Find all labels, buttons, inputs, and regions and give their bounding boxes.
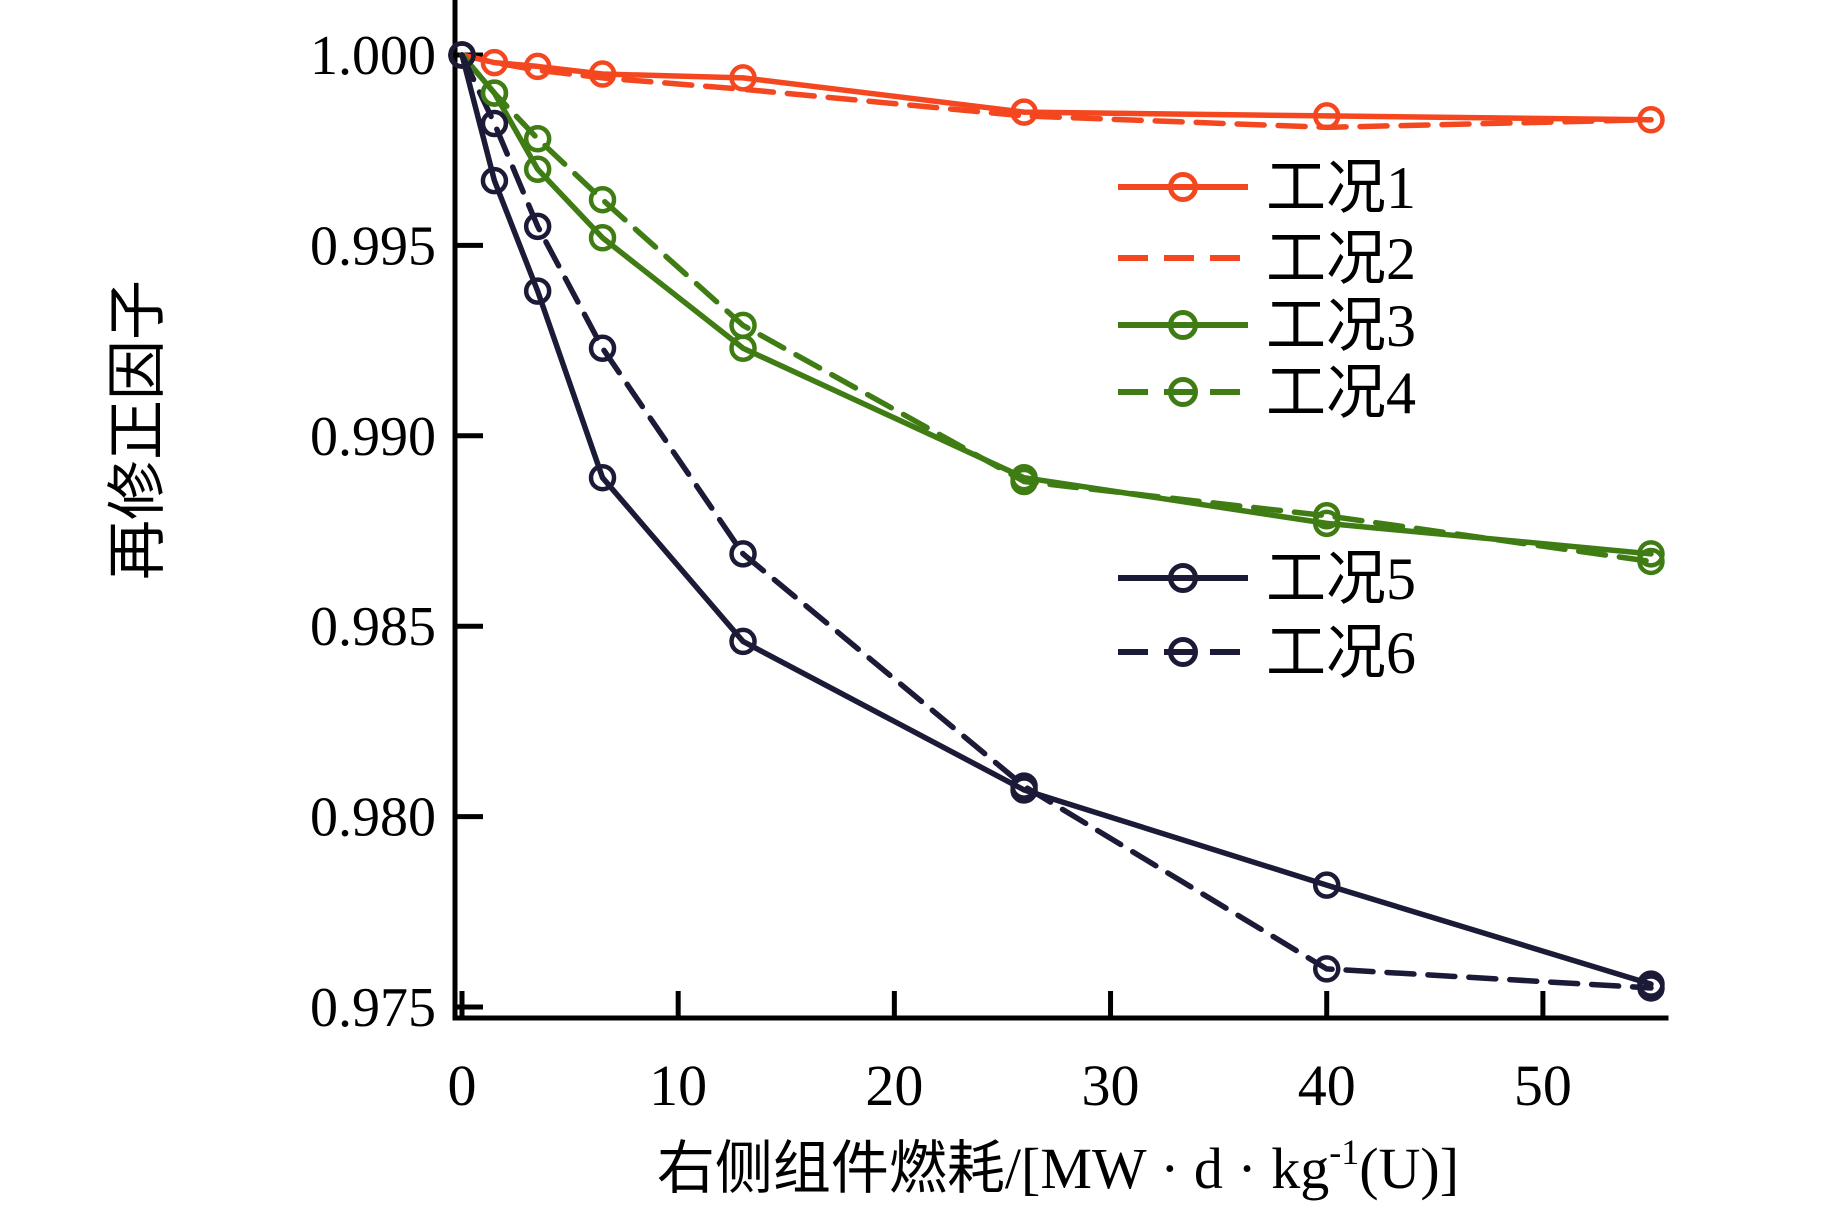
series-marker-6 <box>729 540 757 568</box>
series-marker-5 <box>729 627 757 656</box>
series-line-4 <box>459 52 1654 565</box>
y-axis-line <box>452 0 458 1020</box>
legend-label: 工况3 <box>1266 293 1416 359</box>
legend-item-4: 工况4 <box>1118 360 1416 426</box>
series-marker-3 <box>1312 509 1341 538</box>
x-tick-label: 10 <box>649 1053 707 1118</box>
series-marker-6 <box>1637 974 1665 1002</box>
x-tick-label: 50 <box>1514 1053 1572 1118</box>
series-marker-5 <box>1312 871 1341 899</box>
series-marker-1 <box>729 64 757 92</box>
series-line-3 <box>459 52 1654 557</box>
legend-sample-marker <box>1168 637 1198 667</box>
y-tick-label: 0.980 <box>310 787 436 849</box>
series-marker-4 <box>1312 502 1341 530</box>
x-axis-title-superscript: -1 <box>1329 1132 1359 1172</box>
legend-item-5: 工况5 <box>1118 546 1416 612</box>
legend-sample-marker <box>1168 563 1198 593</box>
series-marker-1 <box>1010 98 1038 126</box>
legend-item-3: 工况3 <box>1118 293 1416 359</box>
series-marker-5 <box>588 463 617 492</box>
series-marker-4 <box>588 185 617 214</box>
y-tick-label: 0.975 <box>310 977 436 1039</box>
y-tick-label: 0.990 <box>310 406 436 468</box>
series-line-1 <box>459 52 1654 123</box>
x-tick-label: 0 <box>448 1053 477 1118</box>
y-axis-title: 再修正因子 <box>105 280 171 580</box>
legend-item-1: 工况1 <box>1118 155 1416 221</box>
series-marker-1 <box>480 48 509 77</box>
series-marker-6 <box>1010 772 1038 800</box>
series-marker-4 <box>523 125 552 153</box>
legend-sample-marker <box>1168 310 1198 340</box>
legend-sample-marker <box>1168 377 1198 407</box>
legend-item-6: 工况6 <box>1118 620 1416 686</box>
series-marker-6 <box>523 212 552 241</box>
series-marker-5 <box>480 166 509 195</box>
data-series <box>459 52 1654 991</box>
series-marker-3 <box>523 155 552 183</box>
legend-label: 工况4 <box>1266 360 1416 426</box>
y-tick-label: 0.985 <box>310 596 436 658</box>
series-marker-3 <box>1637 540 1665 568</box>
y-tick-label: 1.000 <box>310 25 436 87</box>
data-markers <box>448 41 1665 1002</box>
series-marker-4 <box>1637 547 1665 576</box>
series-marker-4 <box>480 79 509 107</box>
x-axis-line <box>452 1015 1669 1021</box>
legend-label: 工况6 <box>1266 620 1416 686</box>
series-marker-6 <box>1312 955 1341 983</box>
series-marker-4 <box>729 311 757 340</box>
legend-label: 工况2 <box>1266 226 1416 292</box>
series-marker-4 <box>1010 467 1038 496</box>
series-marker-6 <box>588 334 617 362</box>
x-axis-title: 右侧组件燃耗/[MW · d · kg-1(U)] <box>657 1132 1459 1201</box>
legend-label: 工况1 <box>1266 155 1416 221</box>
x-tick-label: 20 <box>865 1053 923 1118</box>
series-marker-1 <box>1637 105 1665 134</box>
series-marker-6 <box>480 109 509 138</box>
series-marker-5 <box>523 277 552 305</box>
series-line-5 <box>459 52 1654 987</box>
legend-sample-marker <box>1168 172 1198 202</box>
series-marker-3 <box>588 224 617 252</box>
series-marker-1 <box>588 60 617 88</box>
x-tick-label: 30 <box>1082 1053 1140 1118</box>
x-axis-title-prefix: 右侧组件燃耗/[MW · d · kg <box>657 1136 1329 1201</box>
series-marker-1 <box>523 52 552 81</box>
series-line-6 <box>459 52 1654 991</box>
series-marker-6 <box>448 41 476 69</box>
y-tick-label: 0.995 <box>310 215 436 277</box>
x-axis-title-suffix: (U)] <box>1359 1136 1459 1201</box>
legend-label: 工况5 <box>1266 546 1416 612</box>
x-tick-label: 40 <box>1298 1053 1356 1118</box>
legend-item-2: 工况2 <box>1118 226 1416 292</box>
series-line-2 <box>459 52 1654 131</box>
series-marker-1 <box>1312 102 1341 130</box>
